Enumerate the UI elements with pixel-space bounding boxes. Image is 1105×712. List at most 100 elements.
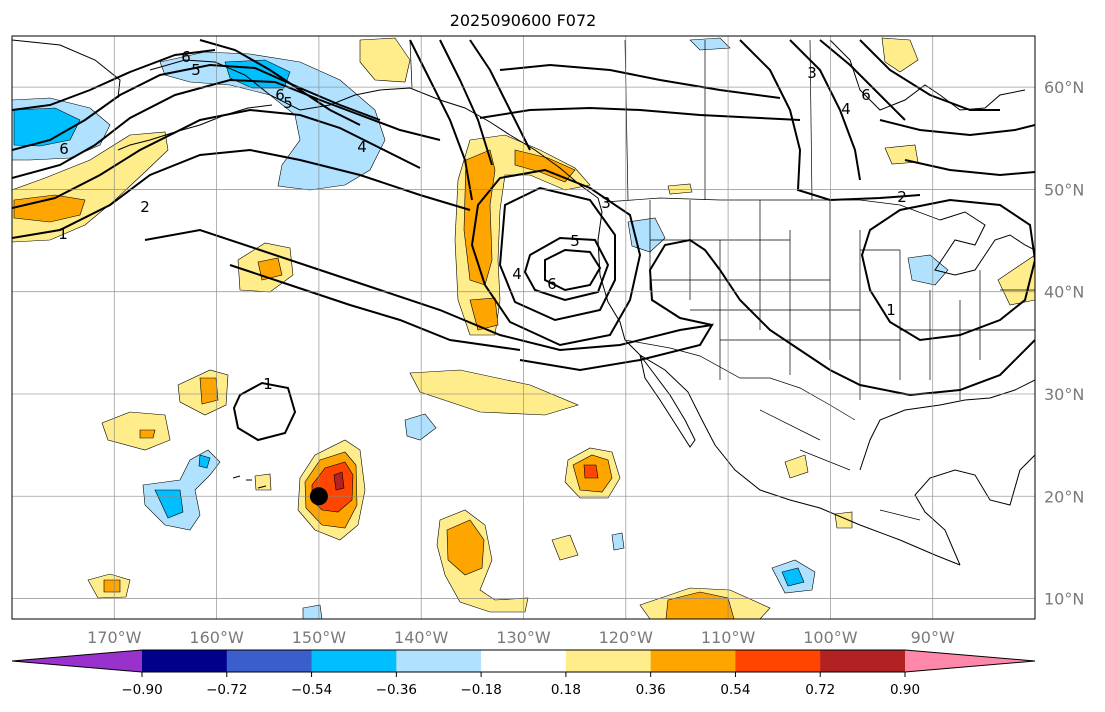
shade-orange-coast-small bbox=[469, 297, 499, 331]
colorbar-segment bbox=[565, 650, 652, 672]
shade-darkblue-12n-103w bbox=[781, 567, 805, 587]
state-lines bbox=[649, 200, 1035, 400]
contour-cutoff-low-3 bbox=[498, 186, 616, 322]
contour-ridge-1 bbox=[409, 39, 473, 201]
contour-southeast bbox=[648, 238, 1035, 397]
map-frame bbox=[11, 35, 1036, 620]
colorbar-label: −0.54 bbox=[291, 682, 332, 698]
contour-band-2 bbox=[12, 108, 421, 209]
shade-blue-15n-120w bbox=[611, 532, 625, 551]
coast-alaska bbox=[149, 59, 961, 566]
coast-hudson bbox=[829, 39, 1026, 111]
latitude-tick-label: 20°N bbox=[1044, 487, 1084, 506]
contour-label: 2 bbox=[140, 198, 150, 216]
mexico-states bbox=[759, 409, 921, 521]
contour-trough-outer bbox=[144, 228, 714, 372]
contour-band-3 bbox=[12, 78, 441, 179]
contour-east-5 bbox=[879, 119, 1035, 137]
shade-yellow-sask bbox=[667, 183, 693, 195]
colorbar-label: −0.36 bbox=[376, 682, 417, 698]
shade-orange-west bbox=[13, 194, 86, 223]
political-borders bbox=[409, 39, 1035, 521]
contour-label-group: 6 5 6 4 2 1 3 5 4 6 3 6 4 5 6 2 1 1 bbox=[58, 48, 907, 393]
contour-east-1 bbox=[739, 39, 921, 202]
contour-label: 5 bbox=[283, 94, 293, 112]
shade-darkblue-hawaii bbox=[154, 489, 184, 519]
contour-ridge-3 bbox=[469, 39, 531, 151]
longitude-tick-labels: 170°W 160°W 150°W 140°W 130°W 120°W 110°W 100°W… bbox=[87, 628, 955, 647]
colorbar-label: 0.36 bbox=[636, 682, 666, 698]
colorbar-label: 0.90 bbox=[890, 682, 920, 698]
contour-1-tropical bbox=[232, 381, 297, 442]
contour-great-lakes-high bbox=[860, 198, 1035, 342]
shade-blue-8n-150w bbox=[302, 604, 323, 619]
longitude-tick-label: 90°W bbox=[911, 628, 955, 647]
contour-label: 4 bbox=[841, 100, 851, 118]
colorbar-extend-high bbox=[905, 650, 1035, 672]
contour-cutoff-low-inner bbox=[544, 248, 602, 292]
latitude-tick-labels: 60°N 50°N 40°N 30°N 20°N 10°N bbox=[1044, 78, 1084, 608]
colorbar-segment bbox=[820, 650, 906, 672]
colorbar-segment bbox=[735, 650, 821, 672]
colorbar-label: −0.72 bbox=[206, 682, 247, 698]
contour-band-4 bbox=[12, 63, 381, 151]
coast-yucatan bbox=[859, 379, 1035, 471]
shade-darkblue-bering bbox=[13, 107, 81, 147]
graticule bbox=[12, 36, 1035, 619]
border-alaska-canada bbox=[409, 39, 413, 89]
contour-label: 4 bbox=[512, 265, 522, 283]
map-panel: 6 5 6 4 2 1 3 5 4 6 3 6 4 5 6 2 1 1 bbox=[11, 35, 1084, 647]
shade-blue-hawaii bbox=[142, 449, 221, 531]
coast-hawaii bbox=[232, 475, 267, 489]
coast-gulf-mexico bbox=[914, 454, 1035, 566]
shade-blue-wisconsin bbox=[907, 254, 949, 286]
contour-east-3 bbox=[819, 39, 906, 121]
contour-label: 4 bbox=[357, 138, 367, 156]
colorbar: −0.90 −0.72 −0.54 −0.36 −0.18 0.18 0.36 0.54 0.7… bbox=[11, 649, 1036, 698]
colorbar-label: −0.90 bbox=[121, 682, 162, 698]
shade-blue-north-canada bbox=[689, 37, 731, 51]
contour-lines bbox=[12, 39, 1035, 442]
contour-band-5 bbox=[12, 49, 216, 111]
contour-label: 2 bbox=[897, 188, 907, 206]
longitude-tick-label: 130°W bbox=[496, 628, 551, 647]
contour-east-4 bbox=[859, 39, 1000, 111]
contour-label: 3 bbox=[601, 194, 611, 212]
shade-yellow-hudson bbox=[881, 37, 919, 73]
contour-ridge-2 bbox=[439, 39, 493, 166]
contour-label: 6 bbox=[861, 86, 871, 104]
shade-orange-15n-135w bbox=[446, 519, 485, 576]
contour-label: 1 bbox=[58, 225, 68, 243]
contour-label: 1 bbox=[886, 301, 896, 319]
shade-orange-10n-170w bbox=[103, 579, 121, 593]
longitude-tick-label: 110°W bbox=[701, 628, 756, 647]
contour-label: 1 bbox=[263, 375, 273, 393]
shade-yellow-hawaii-small bbox=[254, 473, 272, 491]
latitude-tick-label: 60°N bbox=[1044, 78, 1084, 97]
anomaly-shading bbox=[12, 37, 1035, 619]
colorbar-segment bbox=[311, 650, 397, 672]
shade-blue-30n-140w bbox=[404, 413, 437, 441]
figure-title: 2025090600 F072 bbox=[450, 11, 597, 30]
shade-orange-40n160w bbox=[257, 257, 283, 281]
contour-canada-2 bbox=[499, 63, 781, 99]
contour-band-1 bbox=[12, 148, 471, 239]
coast-bering bbox=[12, 39, 121, 99]
colorbar-label: 0.54 bbox=[720, 682, 750, 698]
shade-yellow-28n-168w bbox=[101, 411, 171, 451]
shade-yellow-15n-127w bbox=[551, 534, 579, 561]
longitude-tick-label: 100°W bbox=[803, 628, 858, 647]
coast-aleutians bbox=[117, 104, 273, 151]
contour-label: 6 bbox=[547, 275, 557, 293]
contour-trough-2 bbox=[229, 264, 521, 351]
shade-darkblue-hawaii-2 bbox=[198, 454, 211, 469]
shade-orange-28n-168w bbox=[139, 429, 156, 439]
contour-cutoff-low-4 bbox=[470, 168, 642, 347]
contour-label: 6 bbox=[275, 86, 285, 104]
shade-red-20n-125w bbox=[583, 464, 599, 479]
shade-darkred-tc bbox=[333, 471, 345, 491]
shade-orange-bc bbox=[514, 149, 576, 183]
longitude-tick-label: 170°W bbox=[87, 628, 142, 647]
contour-label: 5 bbox=[570, 232, 580, 250]
longitude-tick-label: 150°W bbox=[292, 628, 347, 647]
